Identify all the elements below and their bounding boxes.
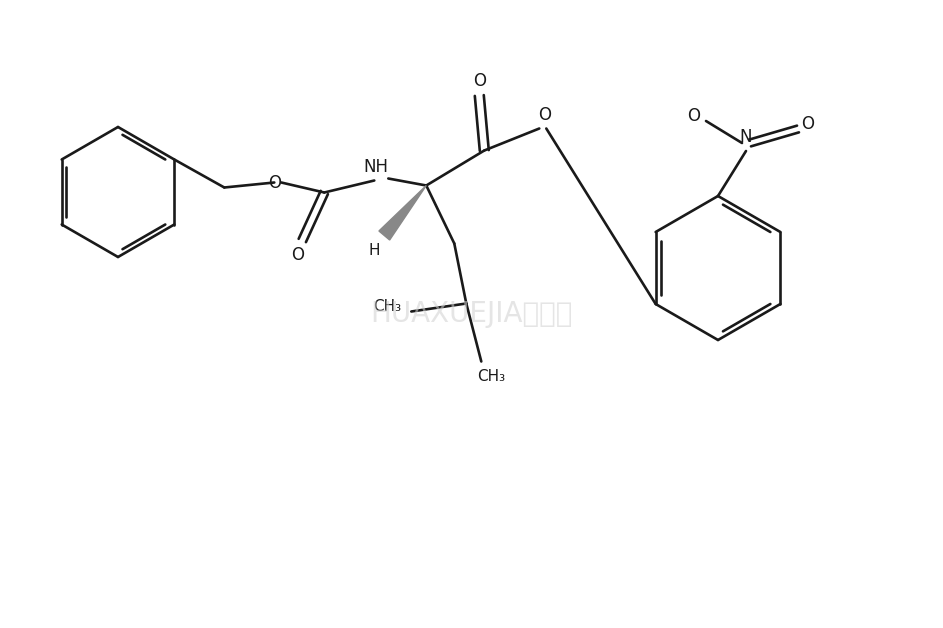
Text: O: O [268,173,281,192]
Text: CH₃: CH₃ [477,369,505,384]
Text: O: O [802,115,815,133]
Text: HUAXUEJIA化学加: HUAXUEJIA化学加 [371,300,572,328]
Text: H: H [369,243,380,258]
Text: O: O [687,107,701,125]
Text: O: O [472,72,486,90]
Polygon shape [379,185,426,240]
Text: CH₃: CH₃ [373,299,402,314]
Text: O: O [290,247,304,264]
Text: O: O [538,106,551,124]
Text: N: N [739,128,753,146]
Text: NH: NH [364,158,389,175]
